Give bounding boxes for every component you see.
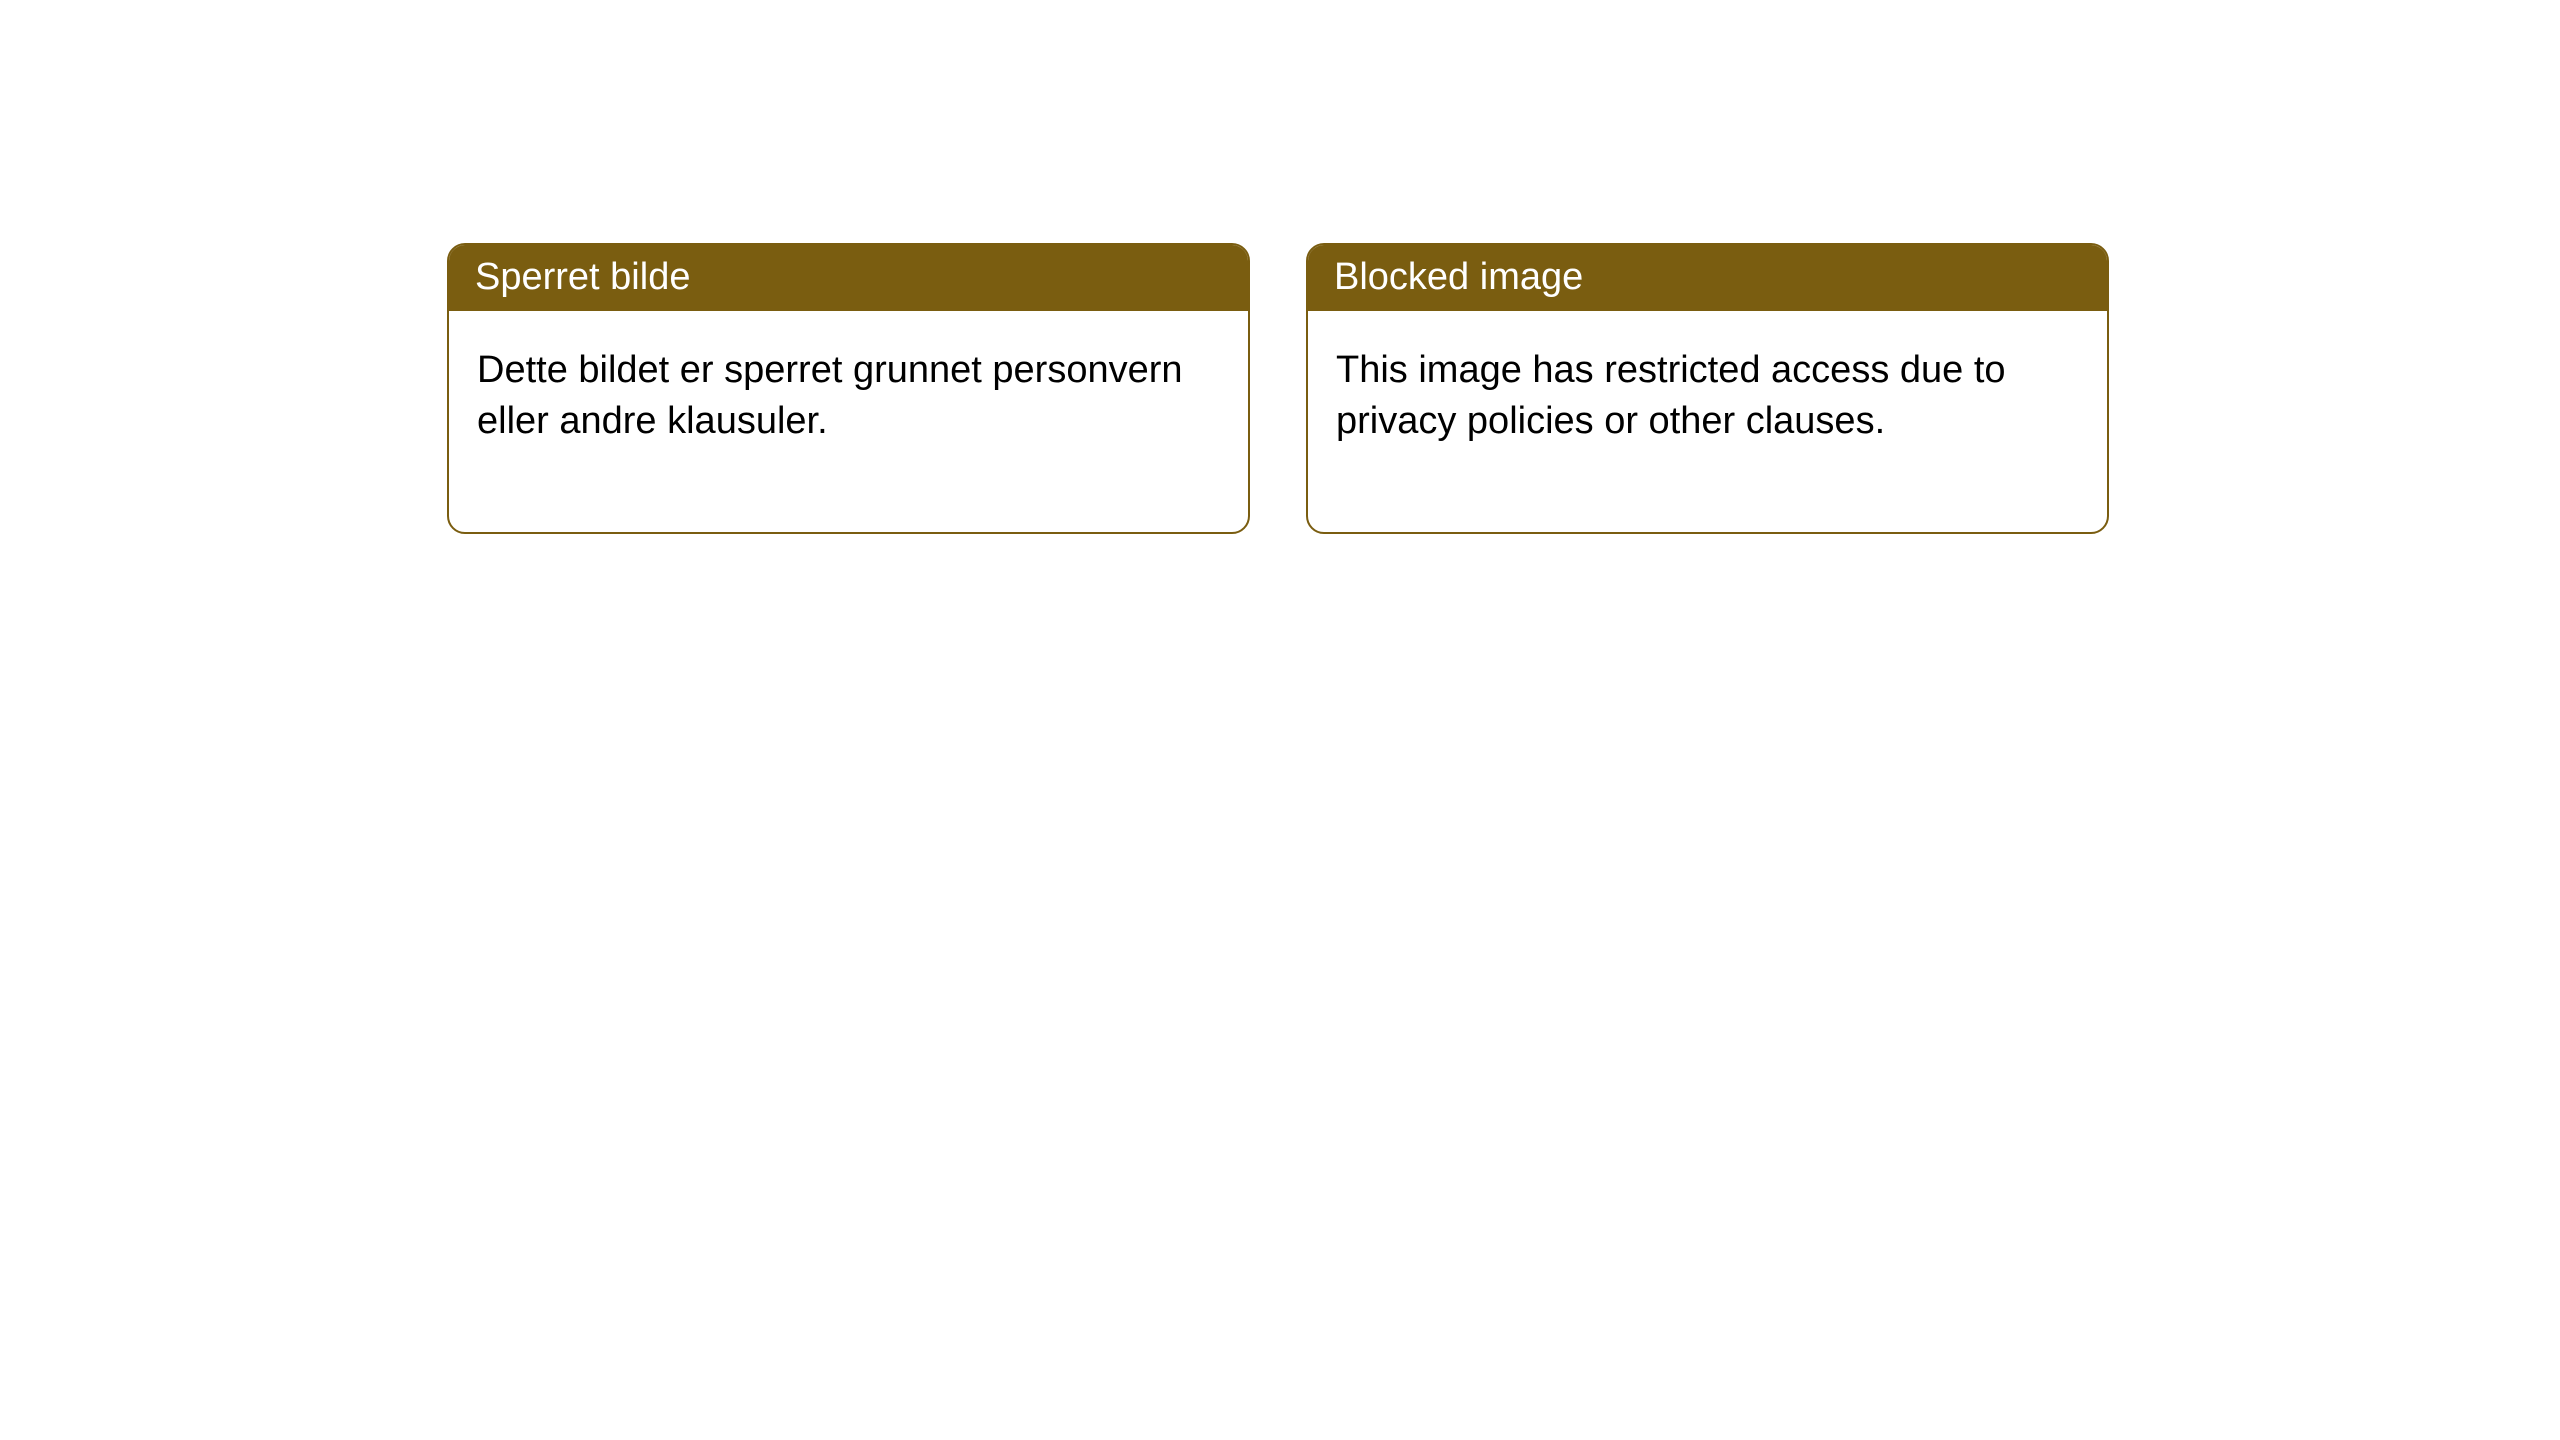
notice-message-norwegian: Dette bildet er sperret grunnet personve… (449, 311, 1248, 532)
notice-title-english: Blocked image (1308, 245, 2107, 311)
notice-container: Sperret bilde Dette bildet er sperret gr… (447, 243, 2109, 534)
notice-message-english: This image has restricted access due to … (1308, 311, 2107, 532)
notice-card-norwegian: Sperret bilde Dette bildet er sperret gr… (447, 243, 1250, 534)
notice-card-english: Blocked image This image has restricted … (1306, 243, 2109, 534)
notice-title-norwegian: Sperret bilde (449, 245, 1248, 311)
